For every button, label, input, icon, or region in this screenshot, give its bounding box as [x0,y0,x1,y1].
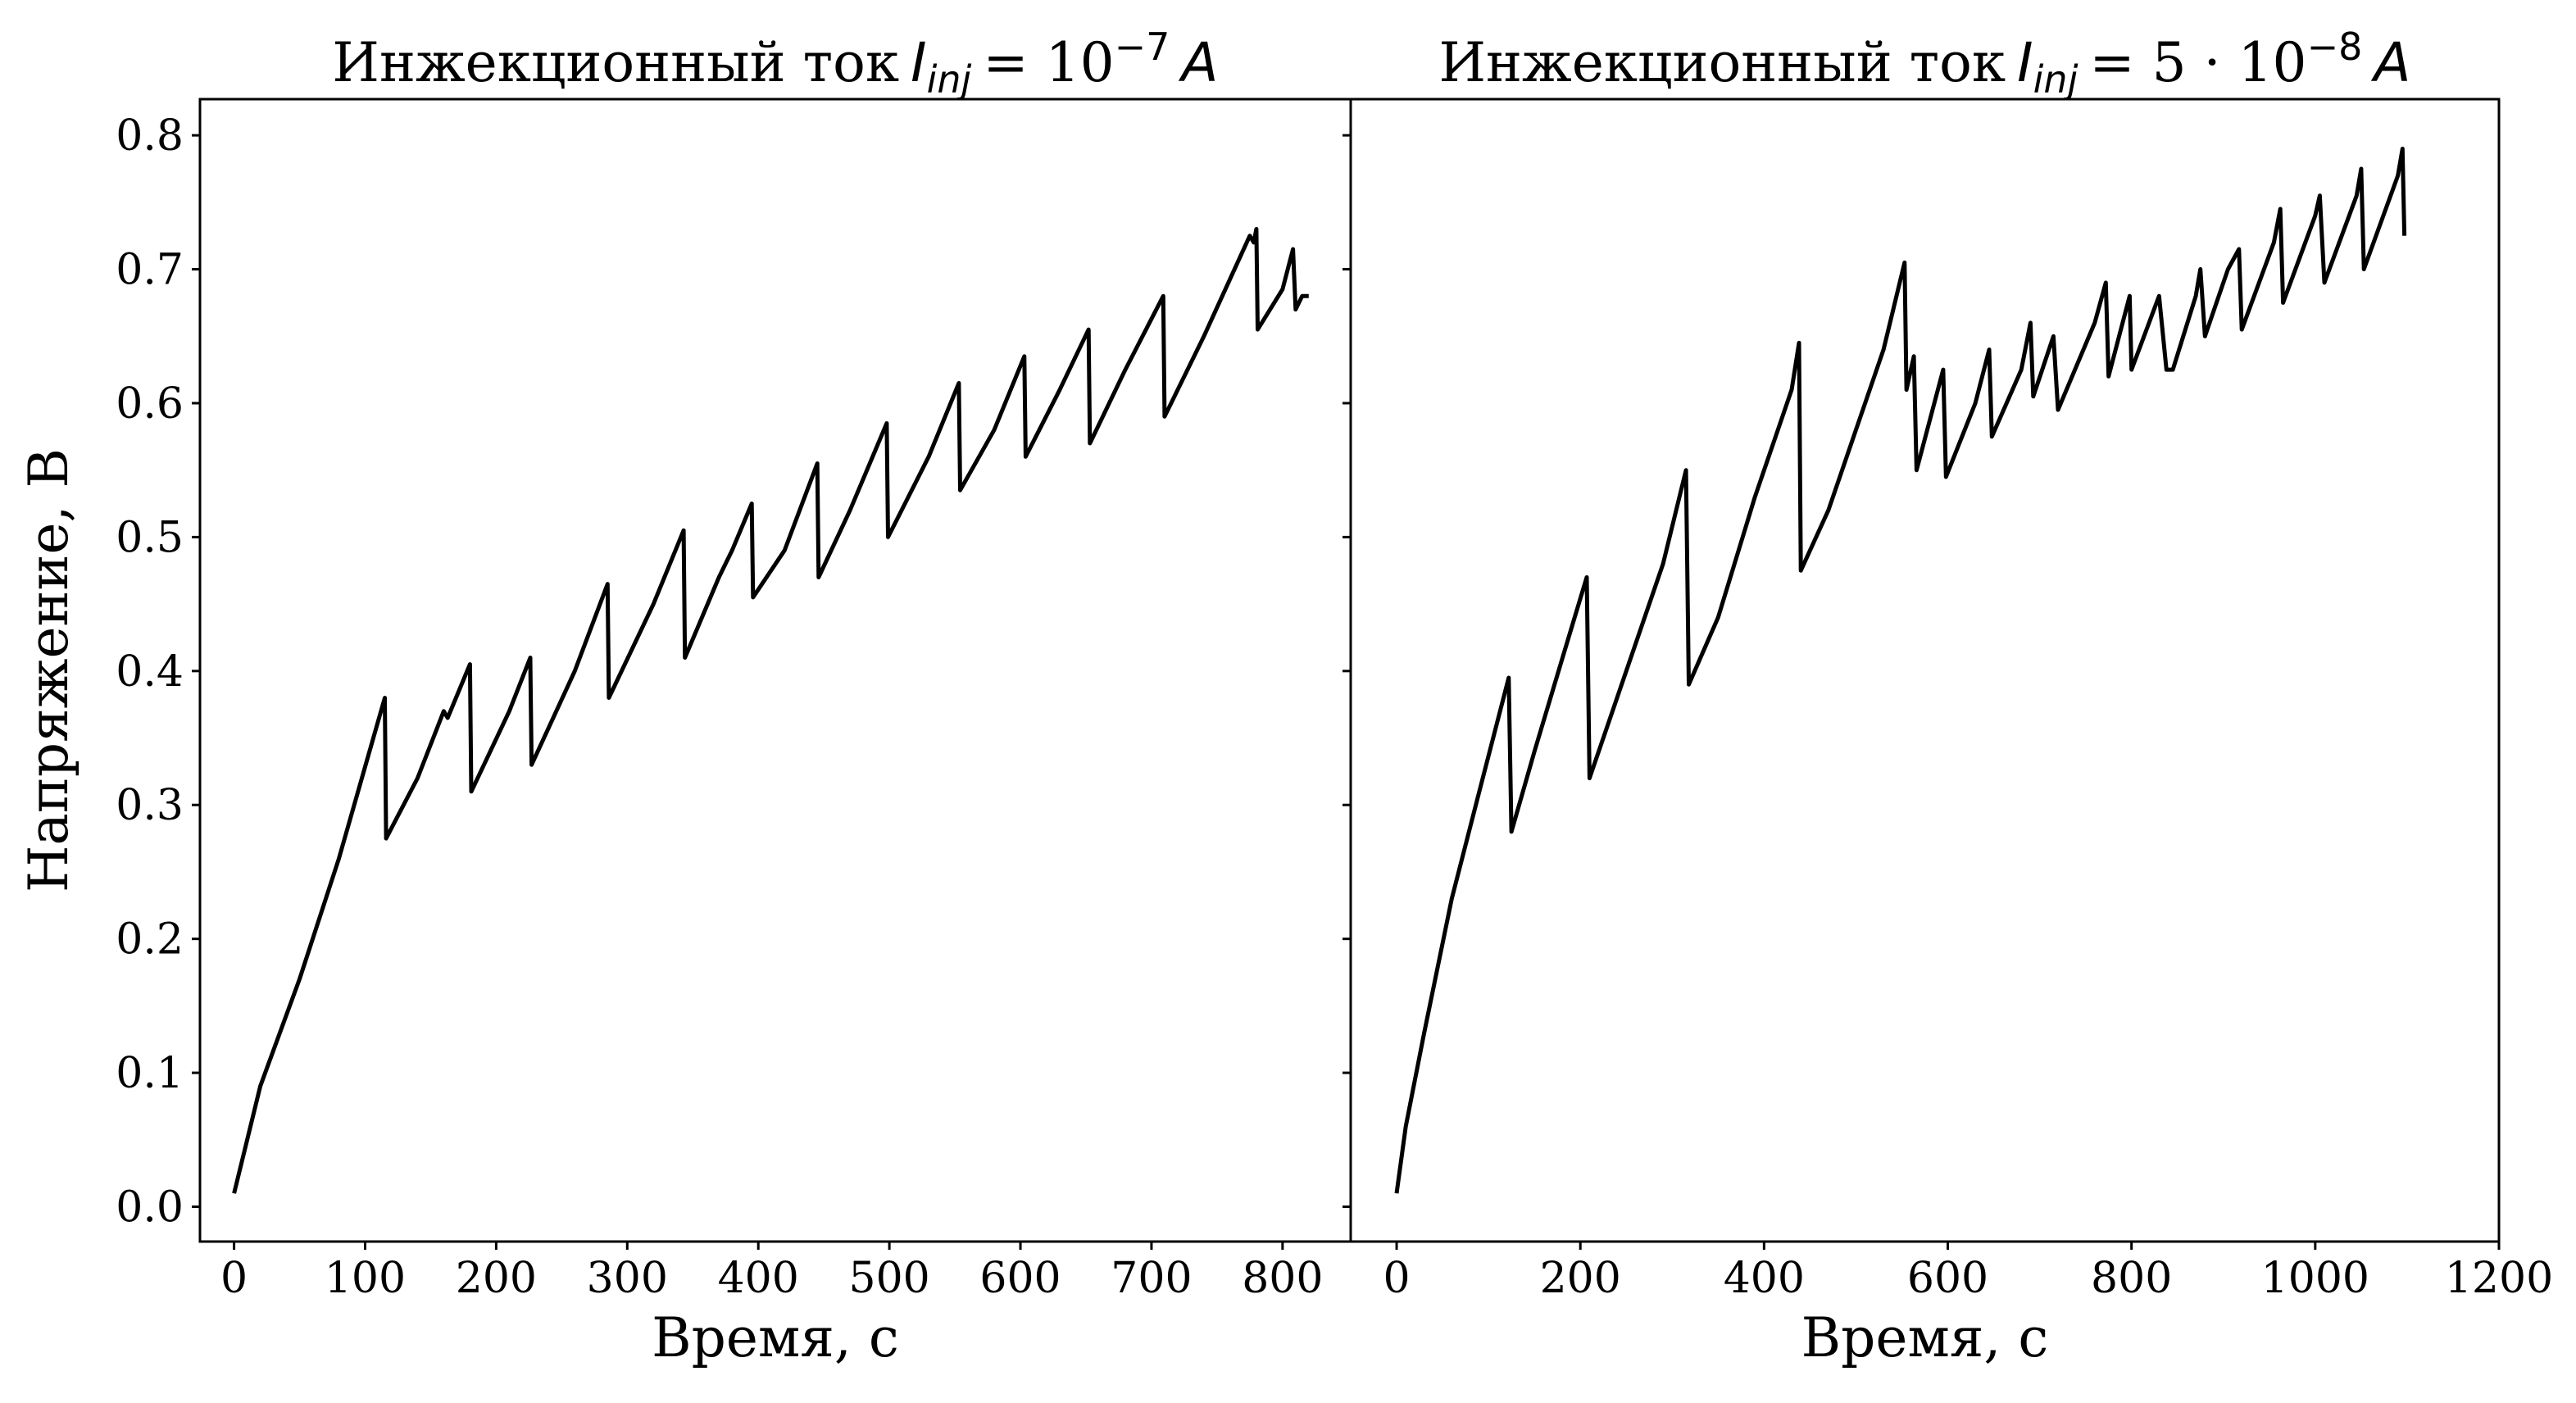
x-tick-label: 1000 [2261,1254,2369,1303]
title-part: Инжекционный ток [332,31,899,94]
title-part: = 5 · 10 [2089,31,2306,94]
x-tick-label: 100 [325,1254,406,1303]
y-tick-label: 0.8 [116,111,184,161]
x-tick-label: 800 [2091,1254,2172,1303]
title-part: I [2017,31,2033,94]
axes-frame [198,98,1352,1243]
x-tick-label: 600 [979,1254,1061,1303]
chart-title: Инжекционный ток Iinj = 5 · 10−8 A [1438,25,2410,102]
x-tick-label: 600 [1907,1254,1988,1303]
y-tick-label: 0.6 [116,379,184,429]
title-part: inj [2033,57,2079,102]
title-part: Инжекционный ток [1438,31,2006,94]
x-tick-label: 200 [1540,1254,1621,1303]
x-tick-label: 0 [220,1254,248,1303]
title-part: I [911,31,926,94]
x-tick-label: 800 [1242,1254,1323,1303]
x-axis-label: Время, с [1801,1306,2049,1369]
y-tick-label: 0.1 [116,1049,184,1098]
chart-title: Инжекционный ток Iinj = 10−7 A [332,25,1218,102]
title-part: −7 [1115,25,1170,69]
x-tick-label: 400 [1724,1254,1805,1303]
y-axis-label: Напряжение, В [17,448,80,892]
y-tick-label: 0.0 [116,1183,184,1233]
data-line [1394,147,2407,1194]
x-tick-label: 1200 [2445,1254,2553,1303]
x-tick-label: 700 [1111,1254,1192,1303]
y-tick-label: 0.3 [116,781,184,830]
x-tick-label: 500 [848,1254,929,1303]
x-tick-label: 400 [718,1254,799,1303]
title-part: A [2370,31,2410,94]
data-line [232,227,1309,1194]
y-tick-label: 0.2 [116,915,184,965]
title-part: inj [927,57,972,102]
title-part: −8 [2307,25,2363,69]
x-axis-label: Время, с [652,1306,899,1369]
x-tick-label: 0 [1383,1254,1410,1303]
x-tick-label: 200 [456,1254,537,1303]
y-tick-label: 0.4 [116,647,184,697]
y-tick-label: 0.5 [116,513,184,562]
x-tick-label: 300 [587,1254,668,1303]
title-part: = 10 [983,31,1114,94]
title-part: A [1178,31,1218,94]
y-tick-label: 0.7 [116,246,184,295]
